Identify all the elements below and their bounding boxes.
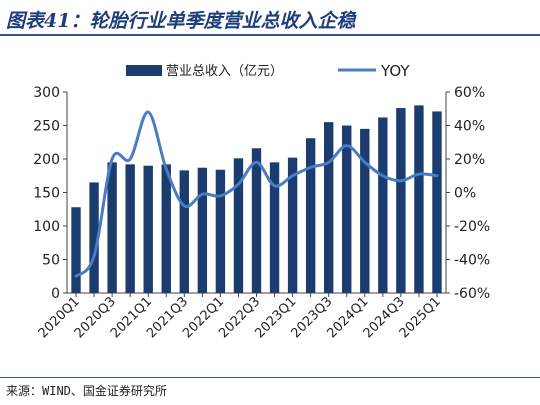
bar-2020Q1 [71,207,81,293]
y-right-tick-label: 0% [454,186,476,202]
y-right-tick-label: 20% [454,152,485,168]
y-right-tick-label: -40% [454,253,490,269]
bar-2023Q4 [342,125,352,293]
y-left-tick-label: 150 [33,186,60,202]
bar-2024Q4 [414,105,424,294]
legend-label-line: YOY [380,62,410,80]
y-left-tick-label: 50 [42,253,60,269]
bar-2020Q4 [125,164,135,293]
source-divider [0,377,540,378]
bar-2022Q3 [251,148,262,293]
bar-2022Q4 [269,162,280,293]
bar-2021Q1 [143,165,153,293]
bar-2021Q4 [197,167,208,293]
yoy-line [74,110,439,278]
legend-swatch-bar [126,65,162,76]
bar-2023Q3 [323,122,334,294]
y-right-tick-label: 40% [454,119,485,135]
y-left-tick-label: 200 [33,152,60,168]
y-left-tick-label: 300 [33,85,60,101]
bar-2023Q2 [305,138,316,293]
y-right-tick-label: -20% [454,219,490,235]
bar-2022Q2 [233,158,244,293]
bar-2025Q1 [432,111,442,294]
source-note: 来源：WIND、国金证券研究所 [6,384,167,398]
bar-2022Q1 [215,169,226,293]
bar-2024Q1 [360,128,370,293]
y-left-tick-label: 100 [33,219,60,235]
bar-2021Q2 [161,164,171,293]
bar-2024Q2 [378,117,388,294]
bar-2021Q3 [179,170,190,293]
legend-label-bar: 营业总收入（亿元） [166,64,283,79]
title-divider [0,34,540,36]
chart-title: 图表41：轮胎行业单季度营业总收入企稳 [6,10,356,32]
y-left-tick-label: 0 [51,286,60,302]
y-right-tick-label: -60% [454,286,490,302]
bar-2020Q3 [107,162,117,293]
bar-2024Q3 [396,108,406,293]
y-left-tick-label: 250 [33,119,60,135]
chart: 营业总收入（亿元） YOY 0 50 100 150 200 250 300 -60% -40% -2… [33,62,490,341]
y-right-tick-label: 60% [454,85,485,101]
bar-2023Q1 [287,157,298,293]
bar-2020Q2 [89,182,99,293]
